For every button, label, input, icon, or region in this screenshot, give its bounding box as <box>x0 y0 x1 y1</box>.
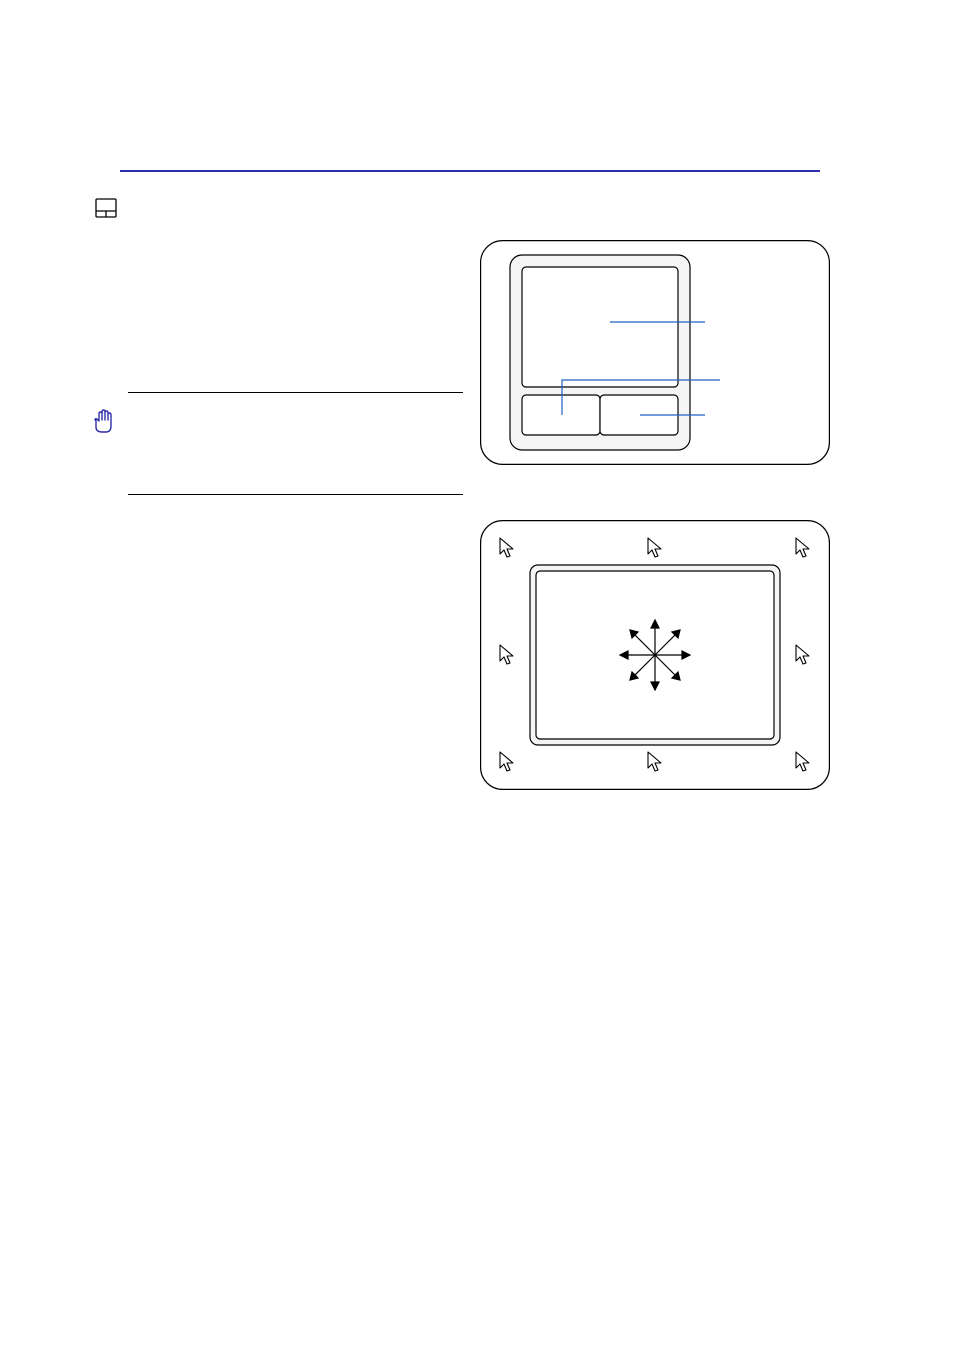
section-divider <box>120 170 820 172</box>
warning-rule-top <box>128 392 463 393</box>
touchpad-icon <box>95 198 117 218</box>
hand-stop-icon <box>92 408 114 434</box>
direction-star <box>620 620 690 690</box>
document-page <box>0 0 954 1351</box>
touchpad-diagram <box>480 240 830 465</box>
warning-rule-bottom <box>128 494 463 495</box>
touchpad-left-button <box>522 395 600 435</box>
touchpad-surface <box>522 267 678 387</box>
cursor-movement-diagram <box>480 520 830 790</box>
